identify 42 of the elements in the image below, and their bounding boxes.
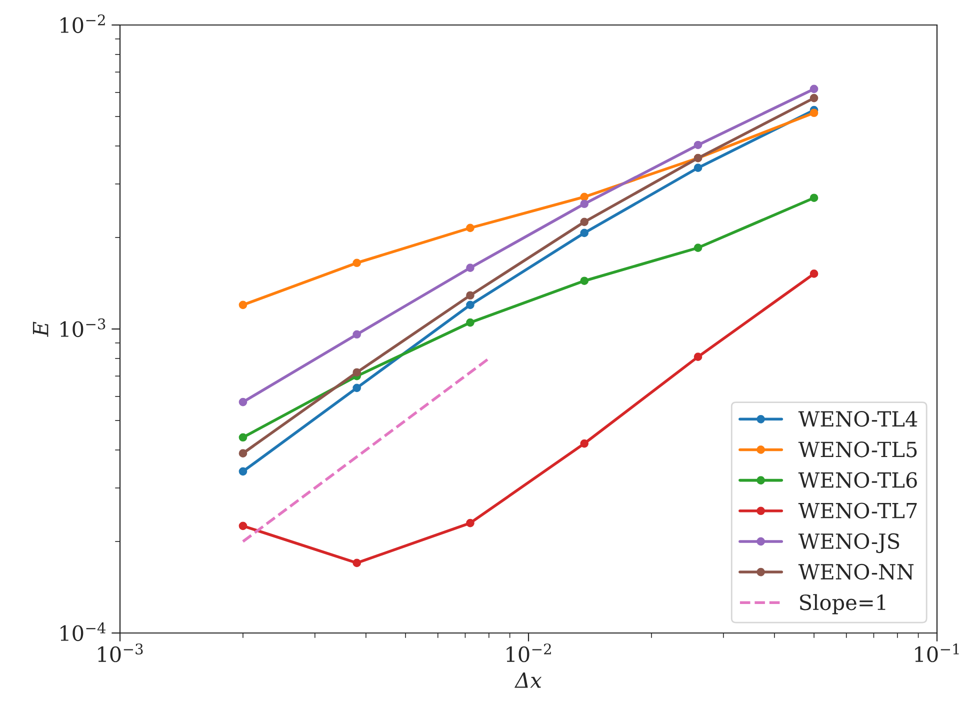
x-tick-label: 10$^{−1}$ (915, 643, 959, 662)
y-tick-label: 10$^{−3}$ (60, 318, 106, 338)
point (580, 439, 589, 448)
legend-label: WENO-JS (798, 533, 900, 554)
x-axis-title: Δx (514, 672, 542, 688)
point (238, 467, 248, 476)
point (238, 398, 248, 406)
point (580, 200, 589, 208)
point (238, 449, 248, 458)
y-tick-label: 10$^{−4}$ (60, 622, 106, 642)
point (238, 522, 248, 530)
x-tick-label: 10$^{−2}$ (506, 643, 551, 662)
point (466, 300, 474, 310)
point (238, 433, 248, 442)
point (580, 218, 589, 226)
point (694, 244, 702, 252)
point (580, 276, 589, 286)
point (466, 518, 474, 528)
y-tick-label: 10$^{−2}$ (60, 14, 105, 34)
point (352, 558, 362, 568)
point (580, 192, 589, 202)
legend-label: WENO-TL7 (798, 502, 917, 518)
legend-label: Slope=1 (800, 594, 886, 614)
legend-label: WENO-TL6 (798, 472, 917, 488)
point (238, 300, 248, 310)
point (694, 140, 702, 150)
point (466, 291, 474, 300)
point (694, 352, 702, 361)
point (352, 384, 362, 392)
legend-label: WENO-NN (798, 564, 914, 580)
x-tick-label: 10$^{−3}$ (98, 643, 143, 662)
point (352, 368, 362, 377)
point (466, 264, 474, 272)
y-axis-title: E (32, 322, 48, 337)
point (580, 228, 589, 238)
point (352, 330, 362, 339)
point (694, 164, 702, 172)
legend-label: WENO-TL5 (798, 442, 917, 458)
point (466, 318, 474, 327)
point (466, 224, 474, 232)
point (352, 258, 362, 268)
legend-label: WENO-TL4 (798, 410, 918, 427)
